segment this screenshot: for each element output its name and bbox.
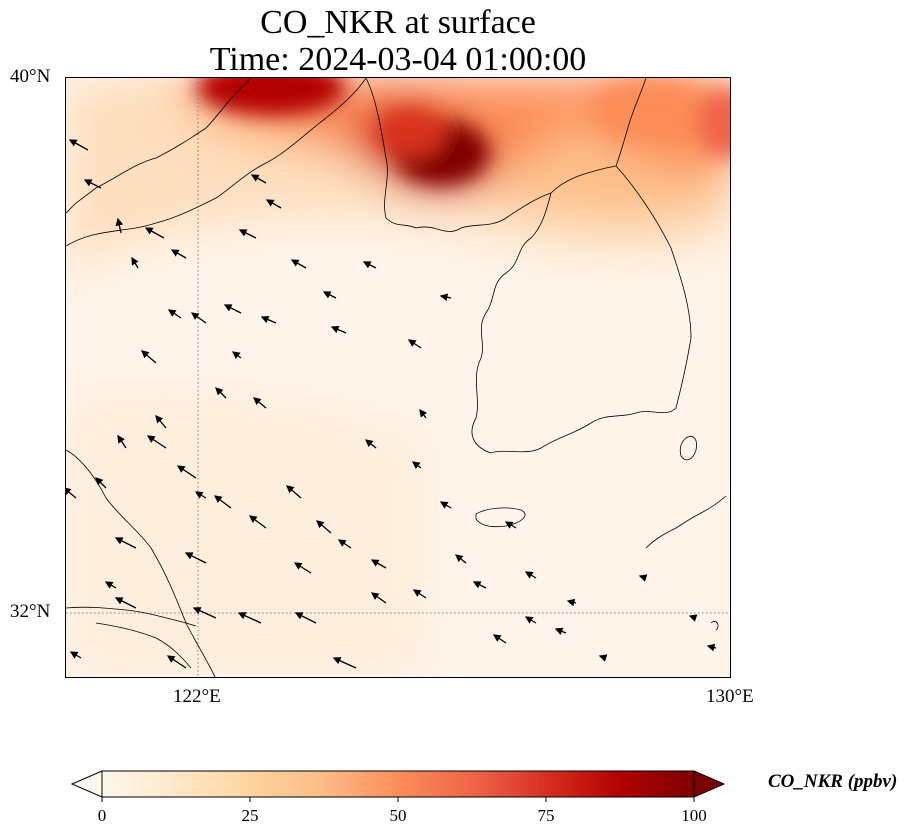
wind-arrow (419, 408, 428, 419)
wind-arrow (337, 539, 352, 549)
wind-arrow (316, 520, 332, 534)
wind-arrow (688, 614, 698, 622)
wind-arrow (104, 581, 117, 589)
colorbar-tick-75: 75 (537, 806, 555, 825)
colorbar-tick-0: 0 (97, 806, 107, 825)
wind-arrow (370, 592, 387, 604)
wind-arrow (155, 415, 167, 429)
wind-arrow (238, 229, 257, 239)
wind-arrow (131, 256, 139, 269)
wind-arrow (362, 261, 377, 269)
wind-arrow (524, 571, 537, 579)
wind-arrow (194, 491, 207, 499)
wind-arrow (192, 607, 217, 619)
wind-arrow (114, 537, 137, 549)
wind-arrow (237, 612, 262, 624)
wind-arrow (330, 325, 347, 334)
wind-arrow (117, 434, 127, 449)
wind-arrow (69, 651, 82, 659)
wind-arrow (524, 616, 537, 624)
wind-arrow (83, 179, 102, 189)
wind-arrow (223, 304, 242, 314)
wind-arrow (68, 139, 89, 151)
wind-arrow (492, 634, 507, 644)
wind-arrow (290, 259, 307, 269)
wind-arrow (250, 174, 267, 184)
wind-arrow (253, 397, 267, 409)
wind-arrow (146, 435, 167, 449)
wind-arrow (176, 465, 197, 479)
wind-arrow (141, 350, 157, 364)
map-subtitle-time: Time: 2024-03-04 01:00:00 (209, 41, 587, 78)
wind-arrow (554, 627, 567, 636)
wind-arrow (412, 589, 427, 599)
wind-arrow (144, 227, 165, 239)
wind-arrow (439, 293, 452, 302)
wind-arrow (286, 485, 302, 499)
wind-arrow (231, 351, 242, 360)
concentration-map (66, 78, 730, 677)
wind-arrow (566, 598, 577, 607)
wind-arrow (598, 654, 608, 662)
wind-arrow (364, 439, 377, 449)
wind-arrow (439, 501, 452, 509)
colorbar-tick-100: 100 (681, 806, 707, 825)
wind-arrow (411, 461, 422, 470)
wind-arrow (115, 217, 124, 234)
wind-arrow (66, 487, 77, 499)
wind-arrow (190, 312, 207, 324)
wind-arrow (706, 643, 717, 652)
lon-label-130e: 130°E (706, 686, 754, 707)
wind-arrow (213, 495, 232, 509)
lat-label-32n: 32°N (10, 601, 51, 622)
wind-arrow (95, 477, 107, 489)
colorbar-tick-50: 50 (389, 806, 407, 825)
wind-arrow (472, 581, 487, 589)
co-hotspots (196, 78, 730, 185)
map-title: CO_NKR at surface (260, 4, 536, 41)
colorbar-label: CO_NKR (ppbv) (768, 771, 898, 792)
wind-arrow (166, 655, 187, 669)
colorbar-max-extend (693, 770, 726, 798)
wind-arrow (167, 309, 182, 319)
wind-arrow (215, 387, 227, 399)
colorbar-min-extend (70, 770, 103, 798)
colorbar-gradient (101, 770, 695, 798)
wind-arrow (260, 315, 277, 324)
wind-arrow (322, 291, 337, 299)
wind-arrow (248, 515, 267, 529)
wind-vectors (66, 139, 717, 669)
wind-arrow (370, 559, 387, 569)
wind-arrow (293, 562, 312, 574)
colorbar (70, 770, 726, 802)
wind-arrow (294, 612, 317, 624)
wind-arrow (638, 574, 648, 582)
colorbar-tick-25: 25 (241, 806, 259, 825)
wind-arrow (114, 597, 137, 609)
wind-arrow (504, 521, 517, 529)
wind-arrow (332, 657, 357, 669)
wind-arrow (454, 554, 467, 564)
wind-arrow (265, 199, 282, 209)
lat-label-40n: 40°N (10, 66, 51, 87)
lon-label-122e: 122°E (173, 686, 221, 707)
wind-arrow (170, 249, 187, 259)
wind-arrow (407, 339, 422, 349)
wind-arrow (184, 552, 207, 564)
map-panel (65, 77, 731, 678)
